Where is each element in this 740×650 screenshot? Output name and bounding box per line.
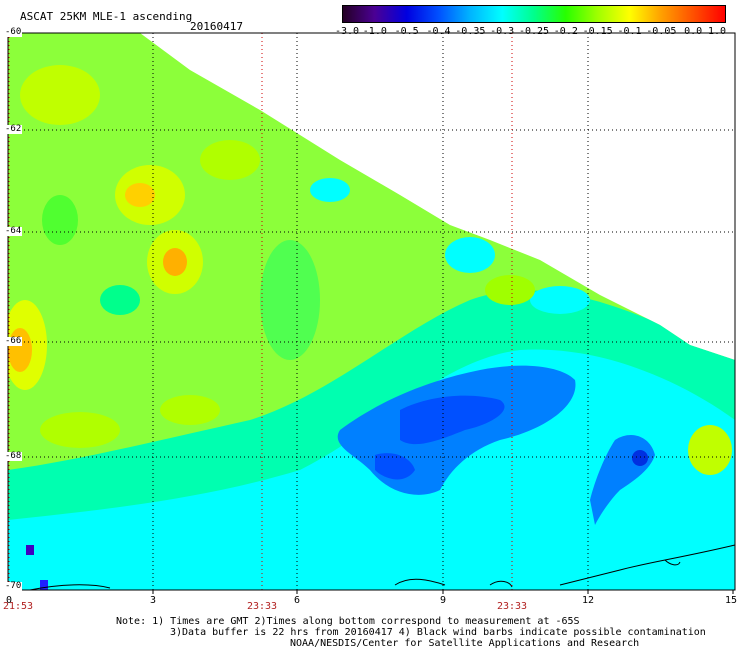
product-date: 20160417 xyxy=(190,20,243,33)
lon-label-9: 9 xyxy=(439,595,447,606)
colorbar-label: -0.05 xyxy=(646,26,677,37)
lon-label-6: 6 xyxy=(293,595,301,606)
colorbar-label: -3.0 xyxy=(334,26,360,37)
colorbar-label: -0.5 xyxy=(394,26,419,37)
colorbar-label: -0.1 xyxy=(617,26,642,37)
coastline xyxy=(29,544,736,591)
note-line-3: NOAA/NESDIS/Center for Satellite Applica… xyxy=(290,638,640,649)
lat-label-70: -70 xyxy=(4,581,23,591)
lon-label-15: 15 xyxy=(724,595,738,606)
colorbar-label: -1.0 xyxy=(362,26,387,37)
graticule xyxy=(8,33,735,590)
lat-label-62: -62 xyxy=(4,124,23,134)
lon-label-0: 0 xyxy=(5,595,13,606)
time-label-2: 23:33 xyxy=(246,601,278,612)
note-line-1: Note: 1) Times are GMT 2)Times along bot… xyxy=(116,616,580,627)
colorbar-label: -0.15 xyxy=(582,26,613,37)
lon-label-3: 3 xyxy=(149,595,157,606)
lon-label-12: 12 xyxy=(581,595,595,606)
colorbar-label: -0.3 xyxy=(490,26,515,37)
colorbar-gradient xyxy=(343,6,725,22)
wind-field xyxy=(8,33,735,590)
colorbar-label: 1.0 xyxy=(707,26,727,37)
note-line-2: 3)Data buffer is 22 hrs from 20160417 4)… xyxy=(170,627,706,638)
lat-label-66: -66 xyxy=(4,336,23,346)
colorbar-label: -0.35 xyxy=(455,26,486,37)
colorbar-label: -0.4 xyxy=(426,26,451,37)
colorbar-label: -0.25 xyxy=(518,26,550,37)
product-title: ASCAT 25KM MLE-1 ascending xyxy=(20,10,193,23)
colorbar-label: -0.2 xyxy=(553,26,578,37)
lat-label-60: -60 xyxy=(4,27,23,37)
colorbar-label: 0.0 xyxy=(684,26,703,37)
lat-label-68: -68 xyxy=(4,451,23,461)
time-label-3: 23:33 xyxy=(496,601,528,612)
lat-label-64: -64 xyxy=(4,226,23,236)
colorbar xyxy=(342,5,726,23)
time-label-1: 21:53 xyxy=(2,601,34,612)
